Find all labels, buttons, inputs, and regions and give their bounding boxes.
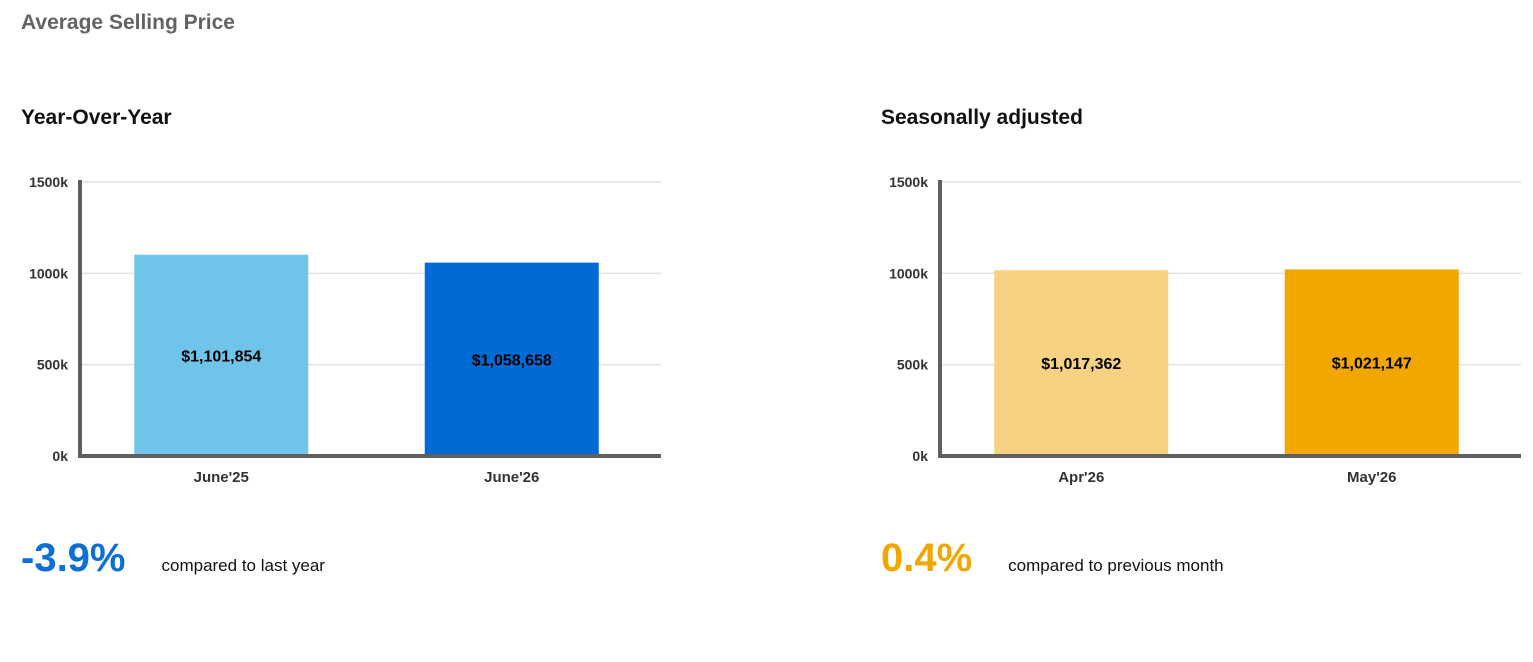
yoy-category-label: June'26: [484, 469, 539, 486]
yoy-ytick-label: 1500k: [29, 174, 68, 190]
sa-ytick-label: 0k: [912, 448, 928, 464]
yoy-category-label: June'25: [194, 469, 249, 486]
yoy-ytick-label: 0k: [52, 448, 68, 464]
yoy-panel-title: Year-Over-Year: [21, 106, 172, 129]
sa-ytick-label: 1000k: [889, 265, 928, 281]
yoy-ytick-label: 1000k: [29, 265, 68, 281]
yoy-panel: Year-Over-Year 0k 500k 1000k 1500k $1,101,85…: [0, 0, 700, 662]
yoy-bar: [134, 254, 309, 456]
yoy-bar: [424, 262, 599, 456]
sa-panel: Seasonally adjusted 0k 500k 1000k 1500k $1,0…: [860, 0, 1533, 662]
sa-change-row: 0.4% compared to previous month: [881, 534, 1224, 582]
sa-bar-chart: 0k 500k 1000k 1500k $1,017,362 Apr'26 $1,021,1…: [889, 174, 1521, 486]
sa-panel-title: Seasonally adjusted: [881, 106, 1083, 129]
yoy-value-label: $1,058,658: [472, 352, 552, 369]
yoy-change-row: -3.9% compared to last year: [21, 534, 325, 582]
yoy-ytick-label: 500k: [37, 357, 68, 373]
sa-ytick-label: 1500k: [889, 174, 928, 190]
sa-value-label: $1,017,362: [1041, 356, 1121, 373]
sa-ytick-label: 500k: [897, 357, 928, 373]
sa-bar: [994, 270, 1169, 456]
yoy-change-value: -3.9%: [21, 536, 126, 580]
sa-change-text: compared to previous month: [1008, 556, 1224, 575]
sa-bar: [1284, 269, 1459, 456]
sa-change-value: 0.4%: [881, 536, 973, 580]
sa-category-label: May'26: [1347, 469, 1396, 486]
sa-value-label: $1,021,147: [1332, 356, 1412, 373]
page-title: Average Selling Price: [21, 11, 235, 34]
sa-category-label: Apr'26: [1058, 469, 1104, 486]
yoy-value-label: $1,101,854: [181, 348, 261, 365]
yoy-bar-chart: 0k 500k 1000k 1500k $1,101,854 June'25 $1,058,…: [29, 174, 661, 486]
yoy-change-text: compared to last year: [161, 556, 325, 575]
